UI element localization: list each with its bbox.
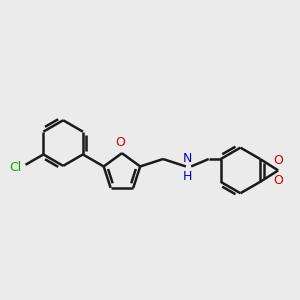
Text: H: H — [182, 169, 192, 183]
Text: O: O — [273, 174, 283, 187]
Text: O: O — [115, 136, 125, 149]
Text: O: O — [273, 154, 283, 167]
Text: Cl: Cl — [9, 161, 21, 174]
Text: N: N — [182, 152, 192, 165]
